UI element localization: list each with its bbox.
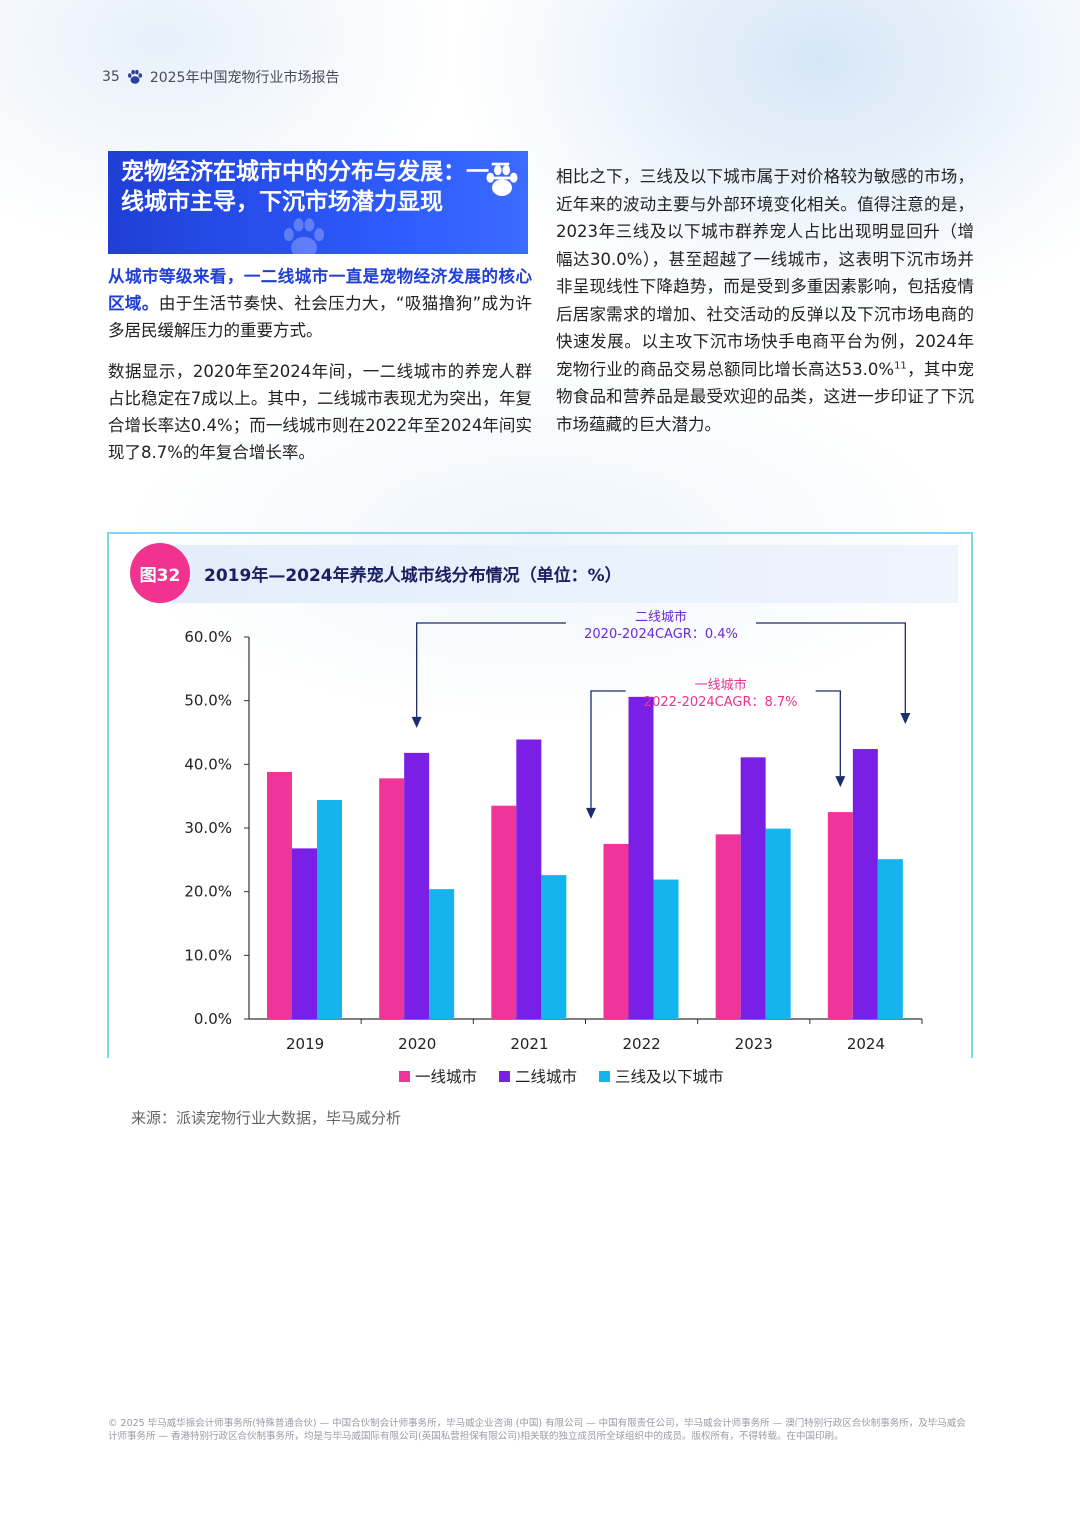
- legend-swatch: [399, 1071, 410, 1082]
- right-column: 相比之下，三线及以下城市属于对价格较为敏感的市场，近年来的波动主要与外部环境变化…: [556, 163, 974, 438]
- legend-swatch: [499, 1071, 510, 1082]
- figure-source: 来源：派读宠物行业大数据，毕马威分析: [131, 1109, 402, 1127]
- bar-2022-1: [628, 696, 654, 1019]
- annotation-line-left: [416, 622, 566, 717]
- annotation-arrowhead-left: [411, 716, 422, 728]
- page-number: 35: [102, 69, 120, 85]
- bar-2019-2: [317, 799, 342, 1019]
- bar-2019-0: [267, 771, 292, 1019]
- x-tick-label: 2022: [622, 1035, 660, 1053]
- section-title: 宠物经济在城市中的分布与发展：一二线城市主导，下沉市场潜力显现: [121, 159, 512, 215]
- bar-2019-1: [292, 848, 317, 1019]
- annotation-arrowhead-right: [835, 776, 846, 788]
- bar-2020-2: [429, 889, 455, 1019]
- annotation-cagr: 2020-2024CAGR：0.4%: [584, 627, 738, 642]
- paw-icon: [486, 165, 518, 196]
- y-tick-label: 30.0%: [184, 819, 232, 837]
- paragraph-text: 由于生活节奏快、社会压力大，“吸猫撸狗”成为许多居民缓解压力的重要方式。: [108, 294, 532, 340]
- bar-2022-0: [603, 843, 629, 1019]
- y-tick-label: 10.0%: [184, 946, 232, 964]
- chart-frame: [107, 532, 973, 1058]
- bar-2024-0: [827, 812, 853, 1019]
- bar-2024-2: [877, 859, 903, 1019]
- x-tick-label: 2023: [735, 1035, 773, 1053]
- bar-2024-1: [852, 749, 878, 1019]
- figure-title: 2019年—2024年养宠人城市线分布情况（单位：%）: [204, 566, 622, 586]
- bar-2021-2: [541, 875, 567, 1019]
- figure-title-band: [150, 545, 958, 603]
- x-tick-label: 2020: [398, 1035, 436, 1053]
- bar-2021-0: [491, 805, 517, 1019]
- report-title: 2025年中国宠物行业市场报告: [149, 70, 340, 86]
- right-paragraph-text: 相比之下，三线及以下城市属于对价格较为敏感的市场，近年来的波动主要与外部环境变化…: [556, 167, 974, 379]
- right-paragraph-text-cont: ，其中宠物食品和营养品是最受欢迎的品类，这进一步印证了下沉市场蕴藏的巨大潜力。: [556, 359, 975, 434]
- bar-2022-2: [653, 879, 679, 1019]
- page-header: 35 2025年中国宠物行业市场报告: [102, 66, 339, 88]
- paw-watermark-icon: [283, 218, 325, 254]
- y-tick-label: 50.0%: [184, 692, 232, 710]
- x-tick-label: 2021: [510, 1035, 548, 1053]
- annotation-arrowhead-left: [586, 807, 596, 819]
- figure-badge: 图32: [130, 543, 190, 603]
- section-title-box: 宠物经济在城市中的分布与发展：一二线城市主导，下沉市场潜力显现: [108, 151, 528, 254]
- bar-2023-2: [765, 828, 791, 1019]
- annotation-label: 一线城市: [695, 677, 747, 693]
- copyright-footer: © 2025 毕马威华振会计师事务所(特殊普通合伙) — 中国合伙制会计师事务所…: [108, 1418, 966, 1442]
- annotation-line-left: [590, 690, 626, 808]
- x-tick-label: 2024: [847, 1035, 885, 1053]
- legend-label: 二线城市: [515, 1068, 577, 1086]
- legend-label: 一线城市: [415, 1068, 477, 1086]
- y-tick-label: 40.0%: [184, 755, 232, 773]
- y-tick-label: 60.0%: [184, 628, 232, 646]
- annotation-line-right: [756, 622, 906, 714]
- annotation-arrowhead-right: [900, 713, 911, 725]
- bar-2023-0: [715, 834, 741, 1019]
- legend-swatch: [599, 1071, 610, 1082]
- bar-2023-1: [740, 757, 766, 1019]
- y-tick-label: 0.0%: [194, 1010, 232, 1028]
- annotation-line-right: [815, 690, 841, 777]
- left-column: 从城市等级来看，一二线城市一直是宠物经济发展的核心区域。由于生活节奏快、社会压力…: [108, 263, 532, 480]
- annotation-cagr: 2022-2024CAGR：8.7%: [644, 695, 798, 710]
- x-tick-label: 2019: [286, 1035, 324, 1053]
- legend-label: 三线及以下城市: [615, 1068, 724, 1086]
- left-paragraph-1: 从城市等级来看，一二线城市一直是宠物经济发展的核心区域。由于生活节奏快、社会压力…: [108, 263, 532, 344]
- bar-2020-1: [404, 752, 430, 1019]
- bar-chart: 0.0% 10.0% 20.0% 30.0% 40.0% 50.0% 60.0% 2019 20…: [184, 609, 923, 1086]
- left-paragraph-2: 数据显示，2020年至2024年间，一二线城市的养宠人群占比稳定在7成以上。其中…: [108, 362, 532, 462]
- highlight-text: 从城市等级来看，一二线城市一直是宠物经济发展的核心区域。: [108, 267, 532, 313]
- annotation-label: 二线城市: [635, 609, 687, 625]
- y-tick-label: 20.0%: [184, 883, 232, 901]
- bar-2021-1: [516, 739, 542, 1019]
- footnote-ref: 11: [894, 360, 907, 371]
- bar-2020-0: [379, 778, 405, 1019]
- paw-icon: [127, 69, 142, 84]
